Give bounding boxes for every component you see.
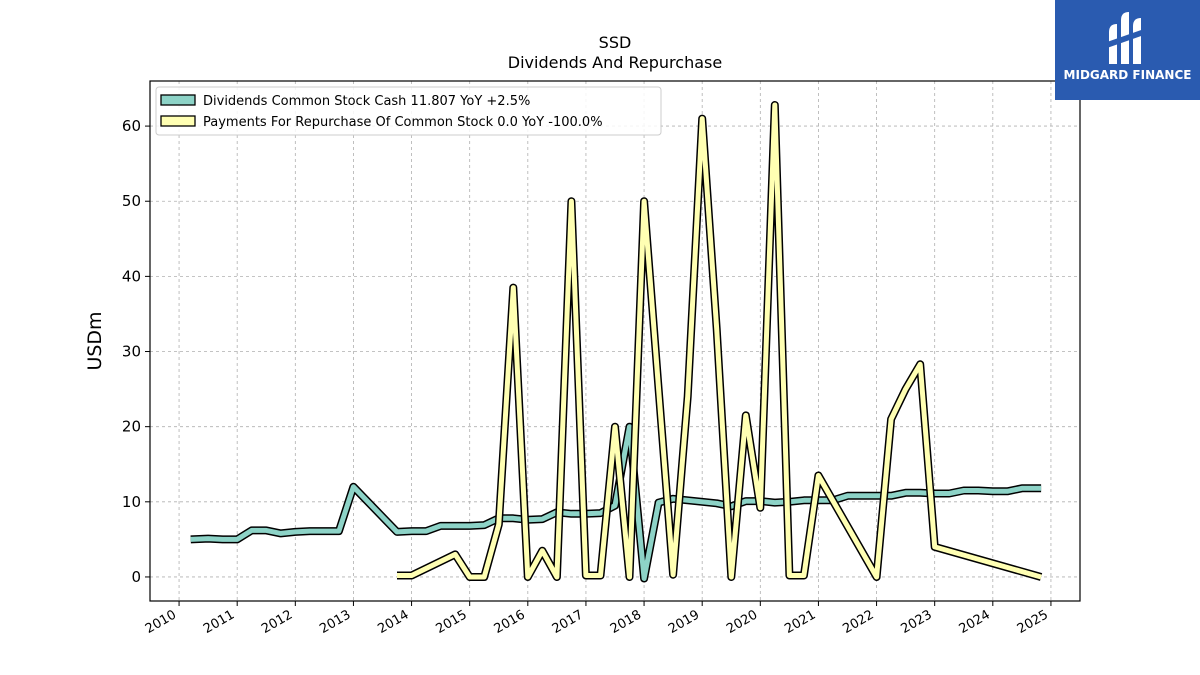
x-tick-label: 2011 [201, 607, 237, 637]
y-tick-label: 60 [122, 117, 141, 135]
x-tick-label: 2015 [434, 607, 470, 637]
y-tick-label: 20 [122, 418, 141, 436]
legend-swatch-dividends [160, 94, 196, 106]
x-tick-label: 2020 [724, 607, 760, 637]
series-layer [190, 101, 1043, 583]
x-tick-label: 2018 [608, 607, 644, 637]
y-tick-label: 10 [122, 493, 141, 511]
x-tick-label: 2021 [782, 607, 818, 637]
x-tick-label: 2024 [957, 607, 993, 637]
legend: Dividends Common Stock Cash 11.807 YoY +… [155, 86, 662, 136]
legend-label-dividends: Dividends Common Stock Cash 11.807 YoY +… [203, 94, 530, 109]
chart-title: SSD [599, 33, 632, 52]
plot-frame [149, 80, 1081, 602]
x-tick-label: 2013 [317, 607, 353, 637]
y-axis-label: USDm [84, 311, 106, 370]
legend-box [155, 86, 662, 136]
x-tick-label: 2019 [666, 607, 702, 637]
brand-logo: MIDGARD FINANCE [1055, 0, 1200, 100]
x-tick-label: 2014 [375, 607, 411, 637]
legend-label-repurchase: Payments For Repurchase Of Common Stock … [203, 115, 603, 130]
logo-mark-icon [1107, 12, 1147, 64]
y-tick-label: 30 [122, 343, 141, 361]
grid [150, 81, 1080, 601]
x-tick-label: 2017 [550, 607, 586, 637]
series-line-dividends [190, 424, 1042, 581]
y-tick-label: 0 [131, 568, 141, 586]
x-tick-label: 2016 [492, 607, 528, 637]
chart-subtitle: Dividends And Repurchase [508, 53, 722, 72]
legend-swatch-repurchase [160, 115, 196, 127]
brand-name: MIDGARD FINANCE [1063, 68, 1192, 82]
x-tick-label: 2012 [259, 607, 295, 637]
series-line-repurchase [397, 102, 1042, 580]
y-tick-label: 40 [122, 267, 141, 285]
x-tick-label: 2025 [1015, 607, 1051, 637]
x-tick-label: 2023 [899, 607, 935, 637]
x-tick-label: 2010 [143, 607, 179, 637]
y-tick-label: 50 [122, 192, 141, 210]
x-tick-label: 2022 [840, 607, 876, 637]
